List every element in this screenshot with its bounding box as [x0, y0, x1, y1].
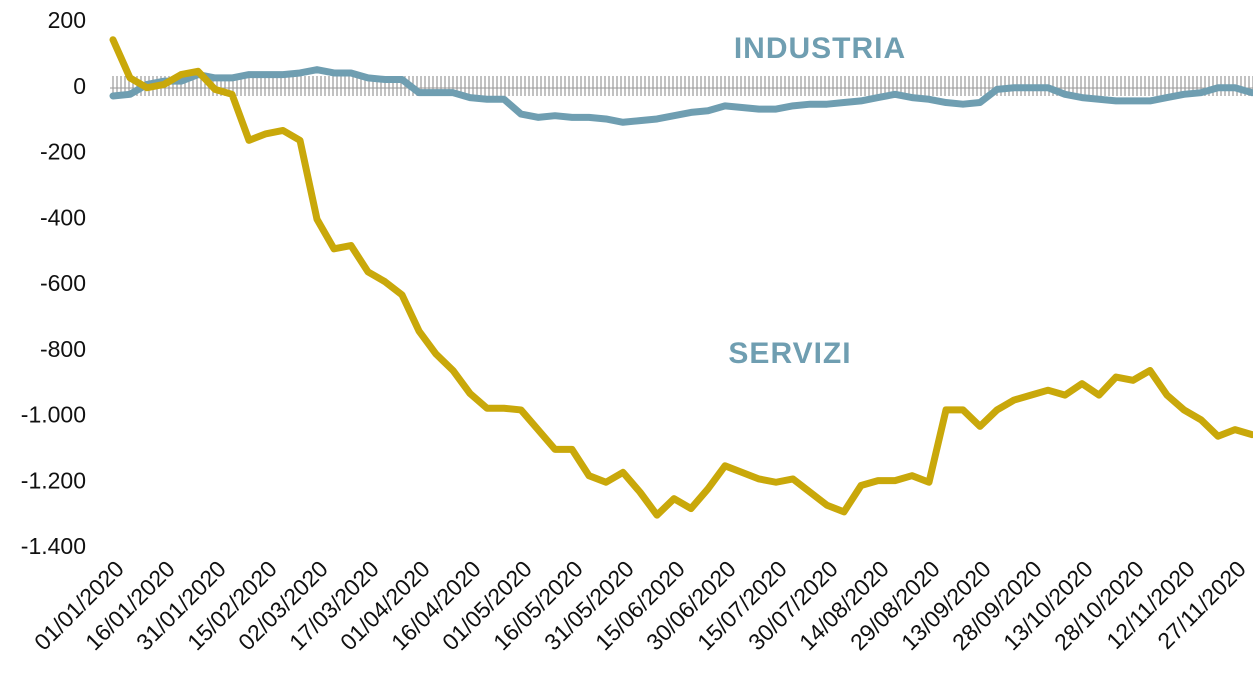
- y-tick-label: -200: [40, 139, 86, 165]
- y-tick-label: 200: [48, 7, 86, 33]
- y-tick-label: -600: [40, 270, 86, 296]
- annotation: SERVIZI: [728, 337, 851, 370]
- series-line: [109, 66, 1253, 126]
- y-tick-label: 0: [73, 73, 86, 99]
- series-line: [109, 36, 1253, 519]
- y-tick-label: -800: [40, 336, 86, 362]
- y-tick-label: -400: [40, 204, 86, 230]
- axis-ticks-band: [110, 76, 1253, 96]
- y-tick-label: -1.200: [21, 467, 86, 493]
- y-tick-label: -1.400: [21, 533, 86, 559]
- y-tick-label: -1.000: [21, 402, 86, 428]
- annotation: INDUSTRIA: [734, 32, 906, 65]
